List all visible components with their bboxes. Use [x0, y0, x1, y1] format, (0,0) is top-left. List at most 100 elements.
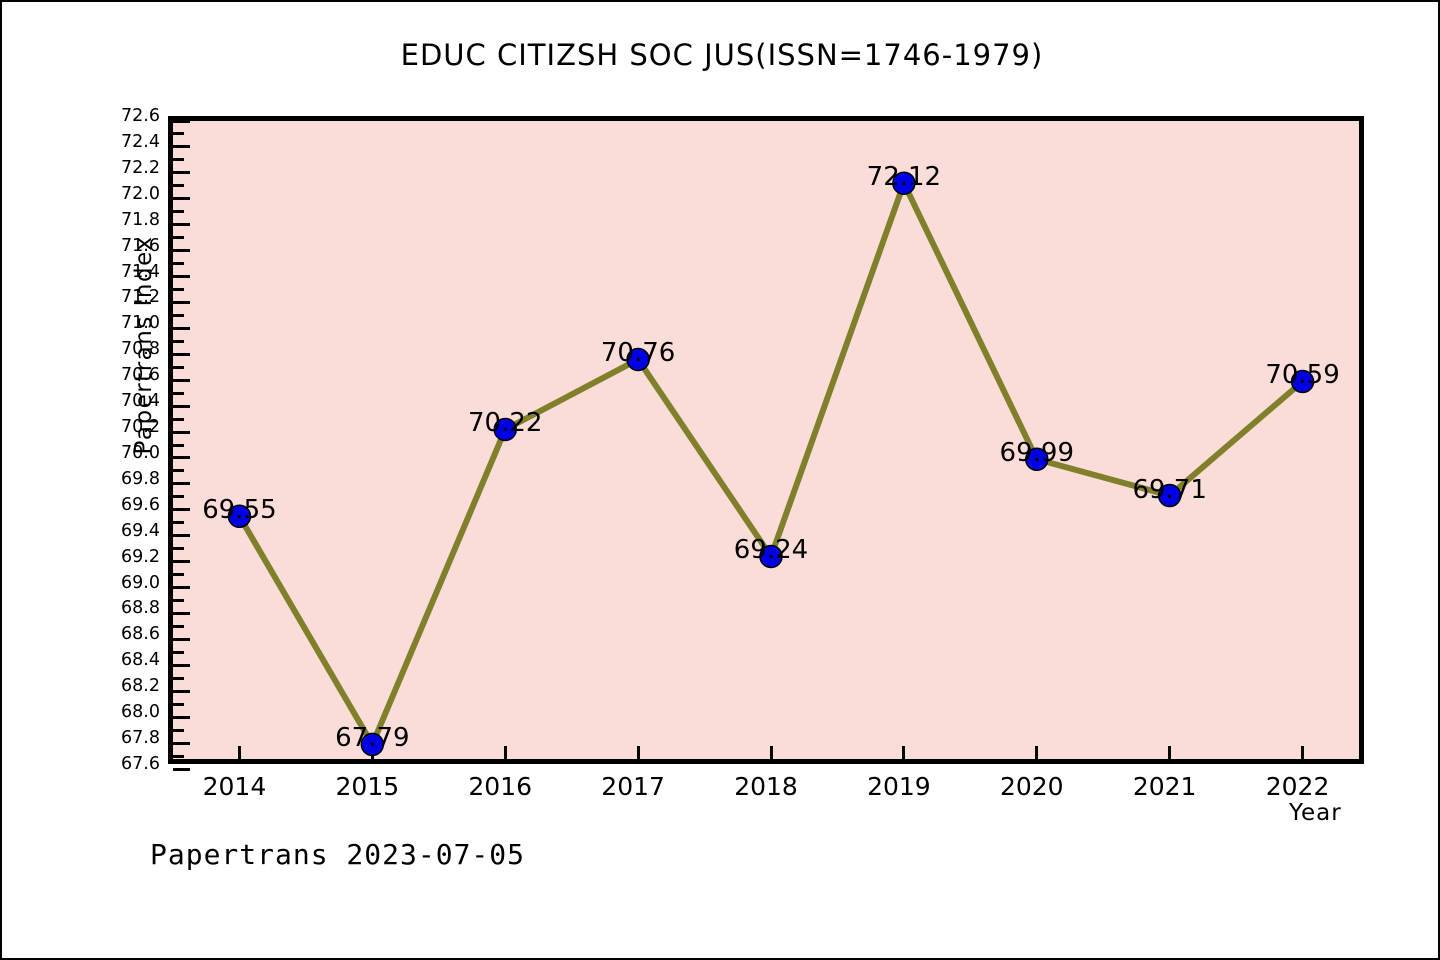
data-point-marker	[1290, 369, 1315, 394]
y-tick-label: 71.6	[121, 235, 160, 256]
y-tick-label: 68.0	[121, 702, 160, 723]
y-tick-label: 71.0	[121, 313, 160, 334]
series-polyline	[236, 175, 1305, 752]
plot-area: 69.55 67.79 70.22 70.76 69.24 72.12 69.99 69.71…	[168, 116, 1364, 771]
plot-inner: 69.55 67.79 70.22 70.76 69.24 72.12 69.99 69.71…	[173, 119, 1359, 771]
y-tick-label: 69.6	[121, 494, 160, 515]
y-tick-minor	[173, 599, 184, 603]
data-point-marker	[360, 732, 385, 757]
y-tick-major	[173, 715, 190, 719]
y-tick-major	[173, 741, 190, 745]
y-tick-major	[173, 689, 190, 693]
y-tick-major	[173, 456, 190, 460]
y-tick-major	[173, 171, 190, 175]
y-tick-label: 69.8	[121, 468, 160, 489]
data-point-marker	[892, 171, 916, 195]
y-tick-label: 67.8	[121, 728, 160, 749]
y-tick-minor	[173, 728, 184, 732]
y-tick-label: 71.4	[121, 261, 160, 282]
data-point-marker	[759, 544, 783, 569]
x-tick-label: 2021	[1132, 772, 1197, 801]
y-tick-label: 69.0	[121, 572, 160, 593]
y-tick-major	[173, 378, 190, 382]
y-tick-label: 72.6	[121, 106, 160, 126]
y-tick-major	[173, 119, 190, 123]
y-tick-minor	[173, 521, 184, 525]
y-tick-major	[173, 352, 190, 356]
x-tick	[237, 746, 241, 759]
y-tick-major	[173, 767, 190, 771]
x-tick	[1168, 746, 1172, 759]
y-tick-major	[173, 275, 190, 279]
data-point-label: 70.76	[600, 338, 676, 369]
y-tick-label: 70.8	[121, 339, 160, 360]
y-tick-major	[173, 508, 190, 512]
y-tick-label: 70.6	[121, 365, 160, 386]
x-tick-label: 2020	[999, 772, 1064, 801]
x-tick	[902, 746, 906, 759]
y-tick-label: 70.0	[121, 442, 160, 463]
y-tick-label: 70.2	[121, 417, 160, 438]
y-tick-label: 70.4	[121, 391, 160, 412]
y-tick-minor	[173, 262, 184, 266]
data-point-label: 69.99	[999, 438, 1074, 469]
data-point-marker	[1157, 483, 1182, 508]
y-tick-minor	[173, 339, 184, 343]
y-tick-minor	[173, 547, 184, 551]
x-tick-label: 2014	[202, 772, 267, 801]
y-tick-label: 71.8	[121, 209, 160, 230]
y-tick-label: 72.2	[121, 157, 160, 178]
y-tick-minor	[173, 702, 184, 706]
y-tick-major	[173, 560, 190, 564]
y-tick-major	[173, 223, 190, 227]
y-tick-minor	[173, 313, 184, 317]
x-tick-label: 2019	[867, 772, 931, 801]
y-tick-minor	[173, 365, 184, 369]
x-tick	[503, 746, 507, 759]
y-tick-minor	[173, 676, 184, 680]
chart-title: EDUC CITIZSH SOC JUS(ISSN=1746-1979)	[400, 38, 1044, 72]
data-point-marker	[227, 504, 252, 529]
y-tick-minor	[173, 417, 184, 421]
y-tick-major	[173, 482, 190, 486]
y-tick-major	[173, 534, 190, 538]
y-tick-minor	[173, 132, 184, 136]
y-tick-major	[173, 326, 190, 330]
y-tick-minor	[173, 158, 184, 162]
data-point-marker	[493, 417, 517, 442]
x-tick-label: 2016	[468, 772, 533, 801]
data-point-marker	[626, 347, 650, 372]
y-tick-major	[173, 404, 190, 408]
y-tick-label: 68.2	[121, 676, 160, 697]
y-tick-minor	[173, 443, 184, 447]
y-tick-label: 69.2	[121, 546, 160, 567]
y-tick-minor	[173, 236, 184, 240]
y-tick-label: 72.0	[121, 183, 160, 204]
x-axis-title: Year	[1289, 800, 1342, 826]
x-tick	[769, 746, 773, 759]
y-tick-minor	[173, 650, 184, 654]
y-tick-label: 68.8	[121, 598, 160, 619]
y-tick-minor	[173, 210, 184, 214]
data-point-label: 67.79	[335, 723, 410, 754]
y-tick-minor	[173, 754, 184, 758]
y-tick-major	[173, 430, 190, 434]
y-tick-major	[173, 611, 190, 615]
data-point-label: 69.24	[733, 535, 809, 566]
y-tick-label: 68.6	[121, 624, 160, 645]
x-tick	[1301, 746, 1305, 759]
y-tick-minor	[173, 573, 184, 577]
y-tick-minor	[173, 624, 184, 628]
x-tick-label: 2017	[601, 772, 665, 801]
data-point-label: 72.12	[866, 162, 942, 193]
y-tick-label: 69.4	[121, 520, 160, 541]
y-tick-label: 72.4	[121, 131, 160, 152]
data-point-label: 70.59	[1265, 360, 1340, 391]
y-tick-major	[173, 249, 190, 253]
y-tick-major	[173, 197, 190, 201]
x-tick-label: 2018	[734, 772, 798, 801]
y-tick-major	[173, 637, 190, 641]
data-point-label: 70.22	[468, 408, 543, 439]
x-tick-label: 2022	[1265, 772, 1330, 801]
